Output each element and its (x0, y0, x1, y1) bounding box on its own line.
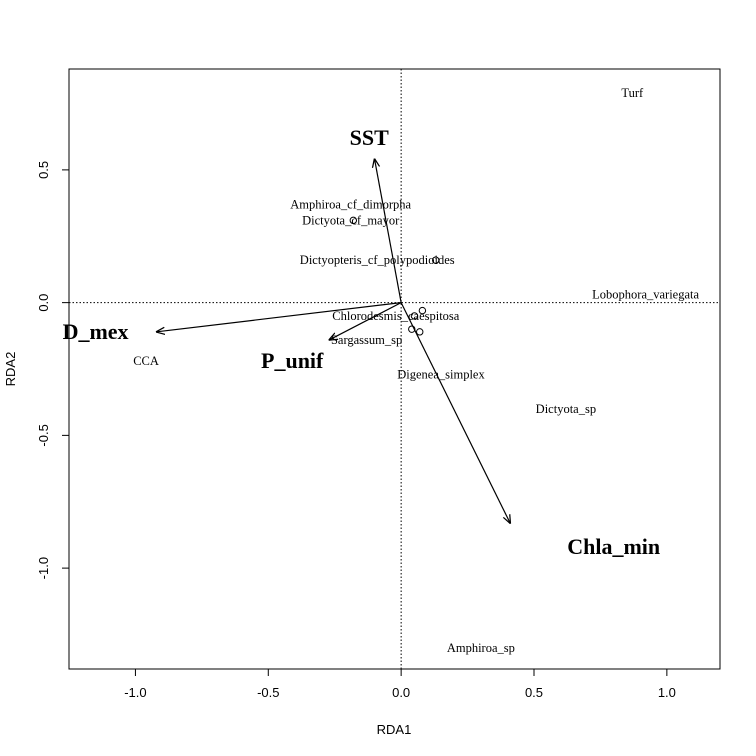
site-point (410, 312, 419, 320)
site-point (349, 216, 358, 225)
species-label: Dictyota_sp (536, 402, 596, 416)
species-label: Sargassum_sp (331, 333, 402, 347)
y-axis-label: RDA2 (3, 352, 18, 387)
species-label: Chlorodesmis_caespitosa (332, 309, 460, 323)
species-labels: Turf Amphiroa_cf_dimorpha Dictyota_cf_mayo… (133, 86, 699, 655)
site-point (408, 325, 416, 333)
x-tick-label: 0.0 (392, 685, 410, 700)
species-label: Amphiroa_cf_dimorpha (290, 197, 411, 211)
environmental-vectors: SST D_mex P_unif Chla_min (63, 125, 661, 559)
vector-arrow (375, 159, 402, 303)
y-axis: -1.0 -0.5 0.0 0.5 (36, 161, 70, 579)
species-label: Digenea_simplex (397, 367, 485, 381)
species-label: Lobophora_variegata (592, 288, 699, 302)
y-tick-label: -0.5 (36, 424, 51, 446)
vector-arrow (157, 302, 402, 332)
plot-frame (68, 68, 721, 670)
vector-arrow (400, 302, 510, 523)
vector-label: Chla_min (567, 534, 660, 559)
vector-label: SST (350, 125, 389, 150)
site-point (418, 306, 427, 315)
species-label: Dictyopteris_cf_polypodioides (300, 253, 455, 267)
site-point (431, 256, 440, 264)
y-tick-label: 0.0 (36, 294, 51, 312)
x-tick-label: -0.5 (257, 685, 279, 700)
vector-label: D_mex (63, 319, 129, 344)
y-tick-label: 0.5 (36, 161, 51, 179)
vector-label: P_unif (261, 348, 324, 373)
reference-lines (69, 69, 720, 669)
species-label: Dictyota_cf_mayor (302, 213, 400, 227)
x-tick-label: 0.5 (525, 685, 543, 700)
site-point (416, 328, 424, 336)
x-axis-label: RDA1 (377, 722, 412, 737)
species-label: CCA (133, 354, 159, 368)
species-label: Amphiroa_sp (447, 641, 515, 655)
x-tick-label: -1.0 (124, 685, 146, 700)
x-axis: -1.0 -0.5 0.0 0.5 1.0 (124, 668, 676, 700)
x-tick-label: 1.0 (658, 685, 676, 700)
site-points (349, 216, 440, 336)
vector-arrow (329, 302, 402, 340)
species-label: Turf (621, 86, 644, 100)
y-tick-label: -1.0 (36, 557, 51, 579)
